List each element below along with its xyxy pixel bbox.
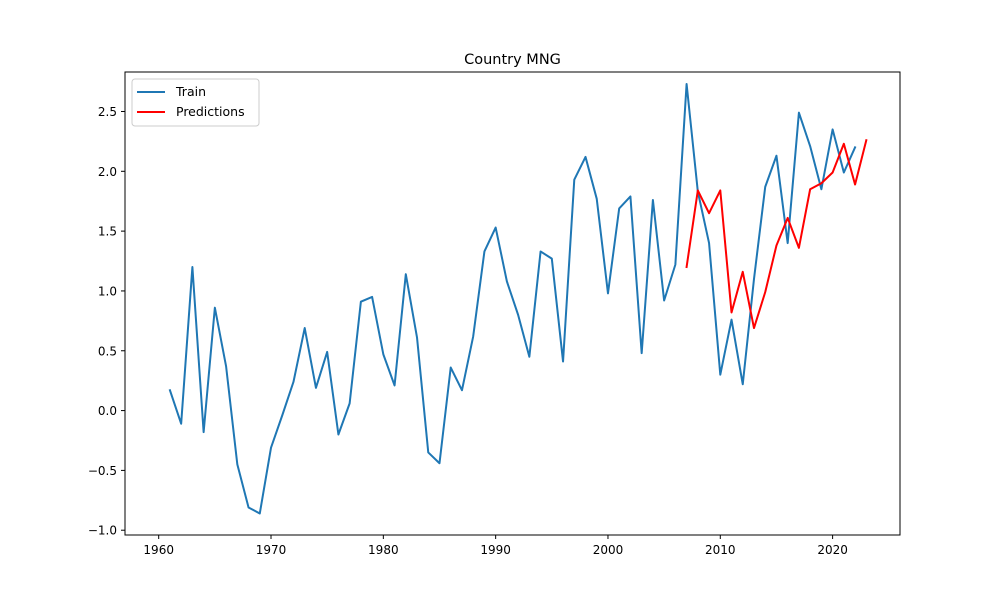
legend: Train Predictions xyxy=(131,78,260,127)
y-tick-label: 1.0 xyxy=(98,284,117,298)
x-tick-label: 2000 xyxy=(593,543,624,557)
series-layer xyxy=(168,82,868,515)
x-axis: 1960 1970 1980 1990 2000 2010 2020 xyxy=(143,535,848,557)
series-line-predictions xyxy=(685,138,868,330)
series-line-train xyxy=(168,82,857,515)
x-tick-label: 1990 xyxy=(480,543,511,557)
y-tick-label: −1.0 xyxy=(88,524,117,538)
x-tick-label: 1970 xyxy=(256,543,287,557)
y-axis: −1.0 −0.5 0.0 0.5 1.0 1.5 2.0 2.5 xyxy=(88,105,125,538)
legend-box xyxy=(131,78,260,127)
chart-title: Country MNG xyxy=(464,52,561,68)
x-tick-label: 1980 xyxy=(368,543,399,557)
legend-label-train: Train xyxy=(175,84,206,99)
y-tick-label: 2.5 xyxy=(98,105,117,119)
x-tick-label: 2020 xyxy=(817,543,848,557)
y-tick-label: 1.5 xyxy=(98,225,117,239)
x-tick-label: 1960 xyxy=(143,543,174,557)
x-tick-label: 2010 xyxy=(705,543,736,557)
y-tick-label: 2.0 xyxy=(98,165,117,179)
y-tick-label: 0.5 xyxy=(98,344,117,358)
legend-label-predictions: Predictions xyxy=(176,104,245,119)
plot-frame xyxy=(124,71,901,536)
y-tick-label: 0.0 xyxy=(98,404,117,418)
y-tick-label: −0.5 xyxy=(88,464,117,478)
